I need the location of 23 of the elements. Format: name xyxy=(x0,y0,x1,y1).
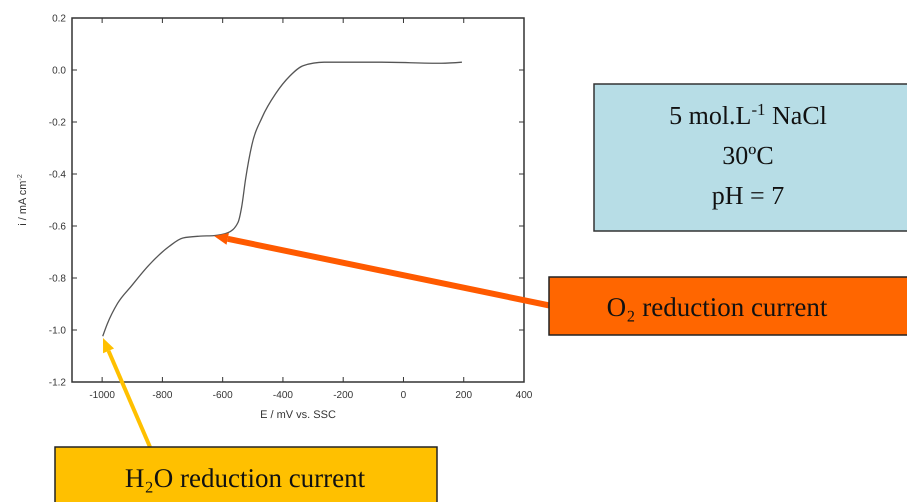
y-tick-label: -1.0 xyxy=(48,326,66,336)
line-series xyxy=(102,62,463,337)
x-tick-label: -1000 xyxy=(89,390,116,401)
y-tick-label: -0.8 xyxy=(48,274,66,284)
x-tick-label: 200 xyxy=(455,390,473,401)
x-tick-label: 400 xyxy=(516,390,533,401)
x-tick-label: -600 xyxy=(212,390,234,401)
x-tick-label: -800 xyxy=(152,390,173,401)
text: 30ºC xyxy=(722,141,774,170)
y-tick-label: -0.4 xyxy=(48,170,66,180)
y-tick-label: -0.6 xyxy=(48,222,66,232)
y-tick-label: 0.0 xyxy=(52,66,66,76)
text: O₂ reduction current xyxy=(606,292,828,322)
y-tick-label: 0.2 xyxy=(52,14,66,24)
text: H₂O reduction current xyxy=(124,463,366,493)
x-axis-title: E / mV vs. SSC xyxy=(260,409,336,421)
y-tick-label: -0.2 xyxy=(48,118,66,128)
x-tick-label: -200 xyxy=(333,390,354,401)
y-tick-label: -1.2 xyxy=(48,378,66,388)
text: pH = 7 xyxy=(712,181,784,210)
x-tick-label: -400 xyxy=(272,390,294,401)
x-tick-label: 0 xyxy=(400,390,407,401)
text: 5 mol.L$^{-1}$ NaCl xyxy=(669,100,827,130)
